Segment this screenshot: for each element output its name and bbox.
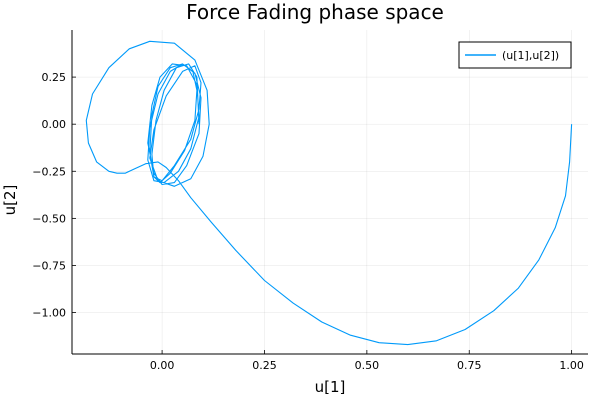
y-tick-label: −1.00 bbox=[32, 307, 66, 320]
grid bbox=[72, 30, 588, 354]
y-tick-label: 0.00 bbox=[42, 118, 67, 131]
series-group bbox=[85, 40, 573, 346]
y-tick-label: −0.50 bbox=[32, 212, 66, 225]
legend-label: (u[1],u[2]) bbox=[502, 49, 559, 62]
x-tick-labels: 0.00 0.25 0.50 0.75 1.00 bbox=[150, 359, 584, 372]
y-tick-labels: −1.00 −0.75 −0.50 −0.25 0.00 0.25 bbox=[32, 71, 66, 319]
y-tick-label: −0.75 bbox=[32, 259, 66, 272]
x-axis-label: u[1] bbox=[315, 378, 346, 396]
y-tick-label: 0.25 bbox=[42, 71, 67, 84]
x-tick-label: 0.50 bbox=[355, 359, 380, 372]
legend: (u[1],u[2]) bbox=[458, 41, 572, 69]
y-tick-label: −0.25 bbox=[32, 165, 66, 178]
x-tick-label: 1.00 bbox=[559, 359, 584, 372]
chart-title: Force Fading phase space bbox=[186, 0, 444, 24]
x-tick-label: 0.75 bbox=[457, 359, 482, 372]
y-axis-label: u[2] bbox=[1, 185, 19, 216]
x-tick-label: 0.00 bbox=[150, 359, 175, 372]
x-tick-label: 0.25 bbox=[252, 359, 277, 372]
series-line bbox=[85, 40, 573, 346]
axes bbox=[71, 30, 588, 355]
